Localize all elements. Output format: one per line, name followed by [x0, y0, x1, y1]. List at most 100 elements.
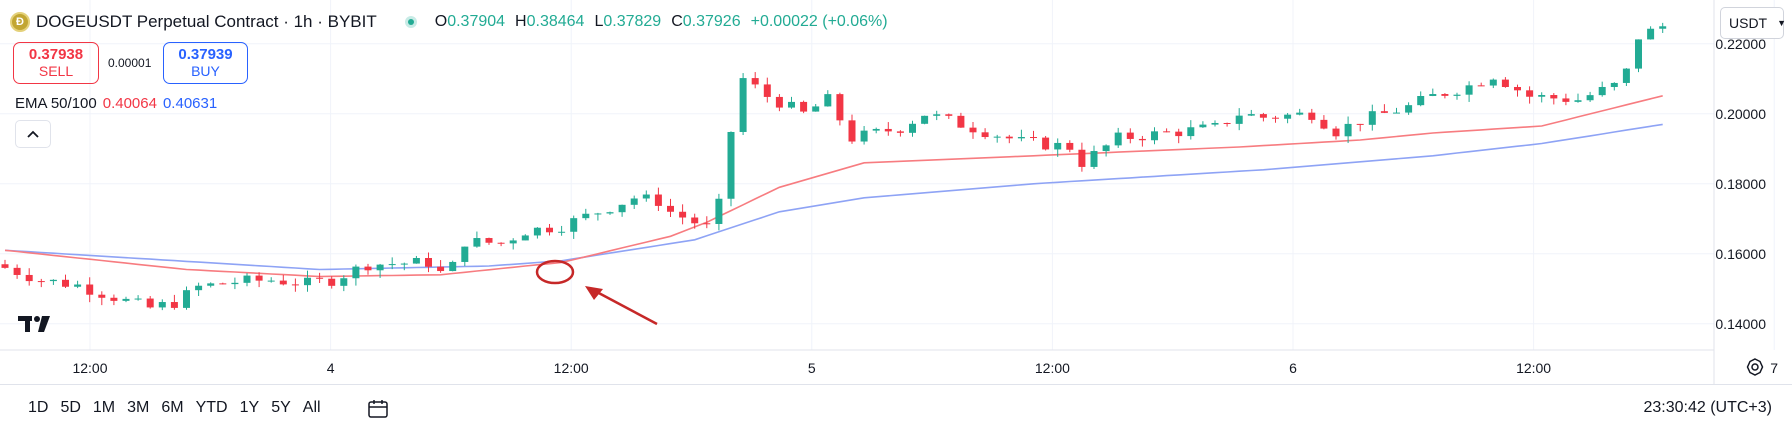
candle-body — [461, 246, 469, 262]
range-1y-button[interactable]: 1Y — [239, 399, 260, 416]
candle-up — [1453, 92, 1461, 100]
date-range-button[interactable] — [366, 397, 390, 426]
candle-down — [667, 198, 674, 217]
candle-body — [945, 114, 953, 116]
ema-legend[interactable]: EMA 50/100 0.40064 0.40631 — [15, 95, 217, 112]
range-5y-button[interactable]: 5Y — [271, 399, 291, 416]
candle-body — [1405, 105, 1413, 113]
price-tick-label: 0.20000 — [1715, 106, 1766, 122]
candle-body — [679, 211, 687, 218]
candle-body — [775, 96, 783, 108]
candle-body — [13, 267, 21, 275]
candle-up — [412, 255, 420, 264]
candle-body — [1514, 86, 1521, 91]
range-6m-button[interactable]: 6M — [161, 399, 184, 416]
candle-body — [1187, 127, 1195, 137]
candle-body — [1005, 136, 1013, 139]
candle-body — [158, 302, 166, 308]
candle-body — [872, 128, 880, 131]
candle-body — [921, 115, 929, 124]
range-all-button[interactable]: All — [302, 399, 321, 416]
candle-up — [1235, 108, 1243, 131]
candle-up — [739, 73, 747, 135]
candle-up — [1610, 82, 1618, 91]
candle-body — [1102, 145, 1110, 152]
candle-up — [1405, 102, 1413, 115]
candle-body — [1, 264, 9, 268]
chart-settings-button[interactable] — [1742, 354, 1768, 380]
candle-body — [1199, 124, 1207, 128]
clock-timezone[interactable]: 23:30:42 (UTC+3) — [1643, 399, 1772, 416]
candle-up — [134, 295, 142, 301]
candle-body — [1441, 94, 1449, 96]
candle-down — [751, 72, 759, 89]
candle-up — [582, 208, 590, 221]
candle-down — [884, 122, 892, 136]
candle-up — [788, 96, 795, 109]
sell-button[interactable]: 0.37938 SELL — [13, 42, 99, 84]
chevron-down-icon: ▼ — [1777, 18, 1787, 28]
candle-up — [243, 273, 251, 287]
candle-body — [800, 101, 808, 112]
candle-up — [1296, 108, 1304, 116]
candle-down — [1223, 122, 1231, 127]
candle-body — [49, 279, 57, 282]
candle-down — [945, 113, 953, 119]
candle-body — [437, 266, 445, 272]
candle-down — [981, 128, 989, 140]
candle-body — [1126, 132, 1134, 139]
candle-body — [933, 114, 941, 116]
candle-down — [836, 92, 844, 126]
candle-down — [1042, 135, 1050, 151]
time-tick-label: 12:00 — [1516, 360, 1551, 376]
candle-down — [969, 122, 977, 139]
candle-body — [1417, 96, 1425, 106]
candle-body — [1296, 112, 1304, 115]
candle-body — [703, 223, 711, 225]
candle-body — [183, 290, 190, 308]
candle-body — [279, 280, 287, 285]
time-tick-label: 5 — [808, 360, 816, 376]
time-tick-label: 12:00 — [72, 360, 107, 376]
buy-price: 0.37939 — [178, 46, 233, 63]
candle-body — [1610, 82, 1618, 87]
candle-down — [1501, 77, 1509, 88]
candle-down — [546, 224, 553, 236]
candlestick-chart[interactable]: 0.14000 0.16000 0.18000 0.20000 0.22000 12:0… — [0, 0, 1792, 384]
ema-100-line — [4, 123, 1663, 271]
ohlc-close-key: C — [671, 13, 683, 30]
range-ytd-button[interactable]: YTD — [195, 399, 228, 416]
candle-up — [558, 225, 566, 236]
candle-up — [1187, 120, 1195, 140]
candle-up — [1199, 121, 1207, 128]
candle-up — [533, 227, 541, 239]
candle-up — [1114, 127, 1122, 148]
collapse-legend-button[interactable] — [15, 120, 51, 148]
candle-body — [739, 78, 747, 132]
candle-body — [328, 278, 336, 286]
buy-button[interactable]: 0.37939 BUY — [163, 42, 248, 84]
candle-body — [1332, 128, 1340, 137]
ohlc-values: O0.37904 H0.38464 L0.37829 C0.37926 +0.0… — [435, 13, 888, 31]
range-1m-button[interactable]: 1M — [92, 399, 116, 416]
candle-down — [848, 114, 856, 144]
candle-up — [183, 286, 190, 310]
candle-up — [1151, 127, 1158, 145]
candle-body — [969, 127, 977, 133]
candle-down — [1332, 126, 1340, 140]
sell-label: SELL — [38, 63, 74, 79]
candle-body — [521, 235, 529, 241]
symbol-title[interactable]: DOGEUSDT Perpetual Contract · 1h · BYBIT — [36, 12, 377, 31]
currency-selector[interactable]: USDT ▼ — [1720, 7, 1787, 39]
candle-body — [62, 279, 69, 287]
range-3m-button[interactable]: 3M — [127, 399, 150, 416]
candle-body — [1356, 123, 1364, 125]
candle-up — [727, 131, 735, 207]
range-5d-button[interactable]: 5D — [60, 399, 81, 416]
candle-body — [546, 227, 553, 233]
candle-body — [195, 285, 203, 291]
range-1d-button[interactable]: 1D — [28, 399, 49, 416]
candle-down — [691, 213, 699, 229]
candle-up — [158, 299, 166, 311]
candle-down — [110, 294, 118, 306]
